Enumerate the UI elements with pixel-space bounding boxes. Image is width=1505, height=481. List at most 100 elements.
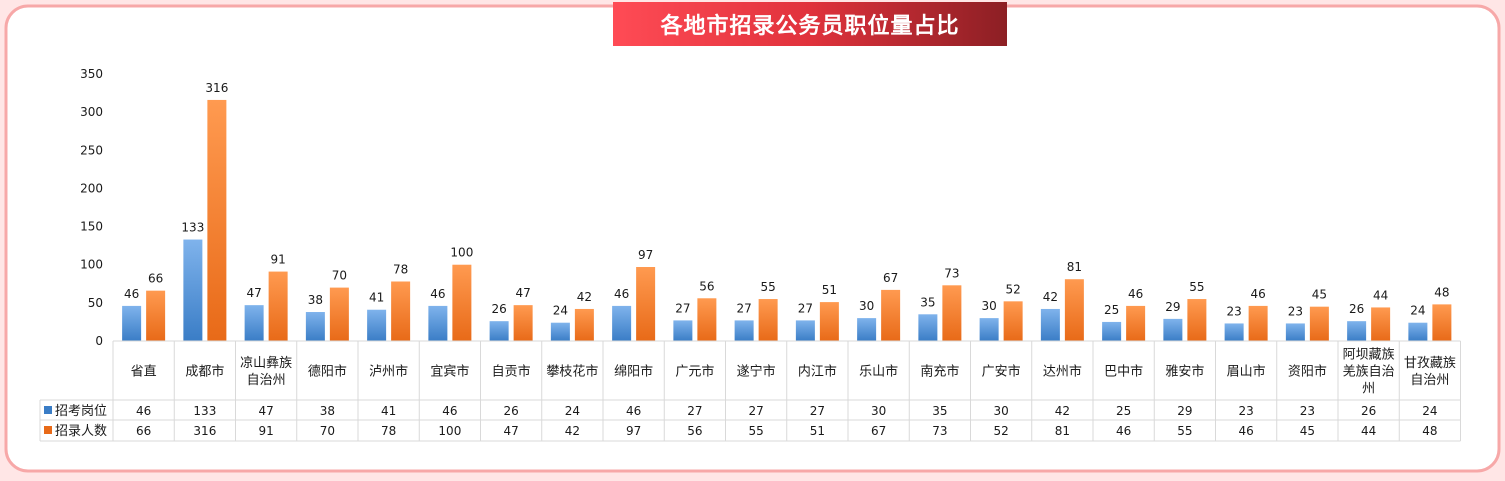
data-label-recruits: 55 — [760, 280, 775, 294]
table-cell: 67 — [871, 424, 886, 438]
legend-key-positions — [44, 406, 52, 414]
data-label-positions: 30 — [981, 299, 996, 313]
data-label-recruits: 316 — [205, 81, 228, 95]
table-cell: 30 — [993, 404, 1008, 418]
bar-recruits — [942, 285, 962, 341]
data-label-recruits: 55 — [1189, 280, 1204, 294]
bar-recruits — [207, 99, 227, 342]
table-cell: 26 — [503, 404, 518, 418]
table-cell: 46 — [136, 404, 151, 418]
bar-positions — [1040, 308, 1060, 341]
data-label-recruits: 51 — [822, 283, 837, 297]
bar-recruits — [146, 290, 166, 341]
table-cell: 26 — [1361, 404, 1376, 418]
data-label-positions: 24 — [553, 304, 568, 318]
table-cell: 91 — [258, 424, 273, 438]
bar-positions — [1163, 318, 1183, 341]
category-label: 成都市 — [185, 364, 224, 380]
bar-recruits — [1003, 301, 1023, 341]
category-label: 内江市 — [798, 364, 837, 380]
data-label-recruits: 66 — [148, 272, 163, 286]
category-label: 凉山彝族自治州 — [240, 355, 292, 388]
category-label: 省直 — [131, 365, 157, 380]
bar-recruits — [1187, 299, 1207, 341]
category-label: 德阳市 — [308, 364, 347, 380]
bar-positions — [673, 320, 693, 341]
table-cell: 81 — [1055, 424, 1070, 438]
table-cell: 25 — [1116, 404, 1131, 418]
data-label-recruits: 56 — [699, 279, 714, 293]
chart-title: 各地市招录公务员职位量占比 — [613, 2, 1007, 46]
category-label: 绵阳市 — [614, 364, 653, 380]
table-cell: 23 — [1300, 404, 1315, 418]
bar-recruits — [1064, 279, 1084, 341]
data-label-positions: 42 — [1043, 290, 1058, 304]
category-label: 自贡市 — [492, 364, 531, 380]
table-cell: 55 — [1177, 424, 1192, 438]
data-label-recruits: 67 — [883, 271, 898, 285]
table-cell: 24 — [1422, 404, 1437, 418]
category-label: 眉山市 — [1227, 364, 1266, 380]
category-label: 攀枝花市 — [546, 364, 598, 380]
table-cell: 35 — [932, 404, 947, 418]
bar-positions — [795, 320, 815, 341]
table-cell: 51 — [810, 424, 825, 438]
category-label: 达州市 — [1043, 364, 1082, 380]
table-cell: 316 — [193, 424, 216, 438]
data-label-positions: 27 — [798, 301, 813, 315]
table-cell: 133 — [193, 404, 216, 418]
table-cell: 47 — [503, 424, 518, 438]
table-cell: 42 — [565, 424, 580, 438]
table-cell: 46 — [442, 404, 457, 418]
data-label-positions: 41 — [369, 291, 384, 305]
data-label-recruits: 78 — [393, 262, 408, 276]
bar-positions — [612, 305, 632, 341]
table-cell: 48 — [1422, 424, 1437, 438]
data-label-recruits: 48 — [1434, 285, 1449, 299]
bar-positions — [1102, 321, 1122, 341]
table-cell: 97 — [626, 424, 641, 438]
bar-recruits — [819, 302, 839, 341]
bar-recruits — [881, 289, 901, 341]
data-label-recruits: 100 — [450, 246, 473, 260]
bar-positions — [1408, 322, 1428, 341]
data-label-positions: 23 — [1288, 304, 1303, 318]
legend-label-positions: 招考岗位 — [55, 404, 107, 419]
bar-positions — [918, 314, 938, 341]
table-cell: 45 — [1300, 424, 1315, 438]
data-label-positions: 27 — [675, 301, 690, 315]
category-label: 雅安市 — [1165, 364, 1204, 380]
bar-recruits — [1126, 305, 1146, 341]
data-label-positions: 29 — [1165, 300, 1180, 314]
bar-positions — [183, 239, 203, 341]
data-label-recruits: 45 — [1312, 288, 1327, 302]
bar-recruits — [329, 287, 349, 341]
data-label-positions: 26 — [1349, 302, 1364, 316]
table-cell: 47 — [258, 404, 273, 418]
data-label-recruits: 47 — [515, 286, 530, 300]
bar-recruits — [391, 281, 411, 341]
chart-panel — [4, 4, 1501, 473]
bar-recruits — [574, 308, 594, 341]
y-tick-label: 350 — [80, 67, 103, 81]
data-label-recruits: 52 — [1005, 282, 1020, 296]
data-label-positions: 46 — [614, 287, 629, 301]
table-cell: 56 — [687, 424, 702, 438]
bar-positions — [122, 305, 142, 341]
bar-positions — [979, 318, 999, 341]
table-cell: 23 — [1238, 404, 1253, 418]
data-label-recruits: 46 — [1250, 287, 1265, 301]
category-label: 资阳市 — [1288, 364, 1327, 380]
y-tick-label: 150 — [80, 220, 103, 234]
legend-key-recruits — [44, 426, 52, 434]
y-tick-label: 50 — [88, 296, 103, 310]
bar-recruits — [1371, 307, 1391, 341]
y-tick-label: 200 — [80, 181, 103, 195]
data-label-recruits: 46 — [1128, 287, 1143, 301]
bar-recruits — [636, 267, 656, 341]
table-cell: 29 — [1177, 404, 1192, 418]
y-tick-label: 250 — [80, 143, 103, 157]
table-cell: 66 — [136, 424, 151, 438]
bar-positions — [367, 309, 387, 341]
